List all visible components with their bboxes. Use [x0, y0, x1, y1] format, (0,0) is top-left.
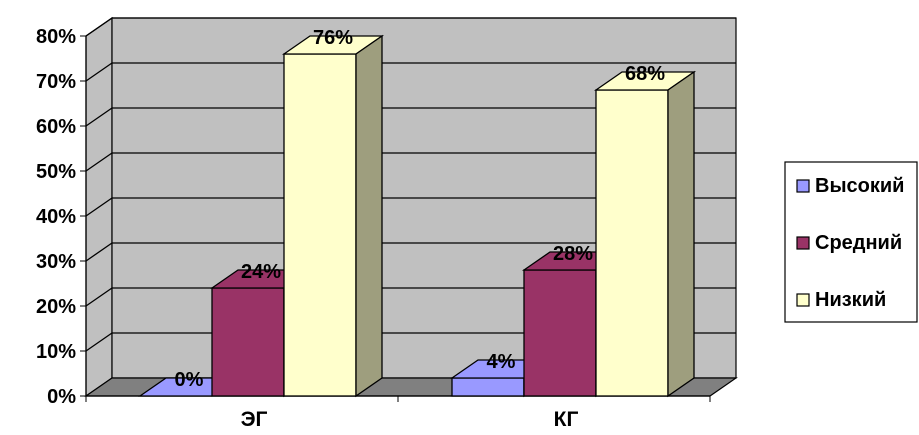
- legend: Высокий Средний Низкий: [784, 161, 918, 323]
- gridline: [85, 197, 736, 217]
- y-tick-label: 0%: [47, 386, 76, 408]
- bars: [137, 34, 697, 398]
- bar-front: [523, 269, 597, 397]
- y-tick-label: 70%: [36, 71, 76, 93]
- x-axis-categories: ЭГ КГ: [85, 396, 711, 431]
- y-tick-label: 10%: [36, 341, 76, 363]
- y-tick-label: 50%: [36, 161, 76, 183]
- bar-front: [595, 89, 669, 397]
- data-label: 24%: [241, 261, 281, 283]
- legend-label: Средний: [815, 232, 902, 254]
- y-tick-label: 40%: [36, 206, 76, 228]
- gridlines: [85, 17, 736, 352]
- gridline: [85, 242, 736, 262]
- bar-side: [667, 70, 695, 398]
- y-tick-label: 20%: [36, 296, 76, 318]
- bar-front: [451, 377, 525, 397]
- data-label: 68%: [625, 63, 665, 85]
- gridline: [85, 17, 736, 37]
- category-label: КГ: [554, 408, 579, 431]
- category-label: ЭГ: [241, 408, 268, 431]
- y-tick-label: 30%: [36, 251, 76, 273]
- legend-swatch: [796, 293, 810, 307]
- bar-front: [283, 53, 357, 397]
- data-label: 0%: [175, 369, 204, 391]
- legend-swatch: [796, 236, 810, 250]
- y-tick-label: 60%: [36, 116, 76, 138]
- gridline: [85, 152, 736, 172]
- bar-front: [211, 287, 285, 397]
- legend-label: Высокий: [815, 175, 904, 197]
- y-tick-label: 80%: [36, 26, 76, 48]
- bar: [281, 34, 385, 398]
- gridline: [85, 62, 736, 82]
- bar-side: [355, 34, 383, 398]
- data-label: 76%: [313, 27, 353, 49]
- data-label: 4%: [487, 351, 516, 373]
- gridline: [85, 107, 736, 127]
- legend-swatch: [796, 179, 810, 193]
- bar: [593, 70, 697, 398]
- data-labels: 0% 24% 76% 4% 28% 68%: [175, 27, 666, 391]
- y-axis-ticks: 0% 10% 20% 30% 40% 50% 60% 70% 80%: [36, 26, 710, 408]
- data-label: 28%: [553, 243, 593, 265]
- legend-label: Низкий: [815, 289, 886, 311]
